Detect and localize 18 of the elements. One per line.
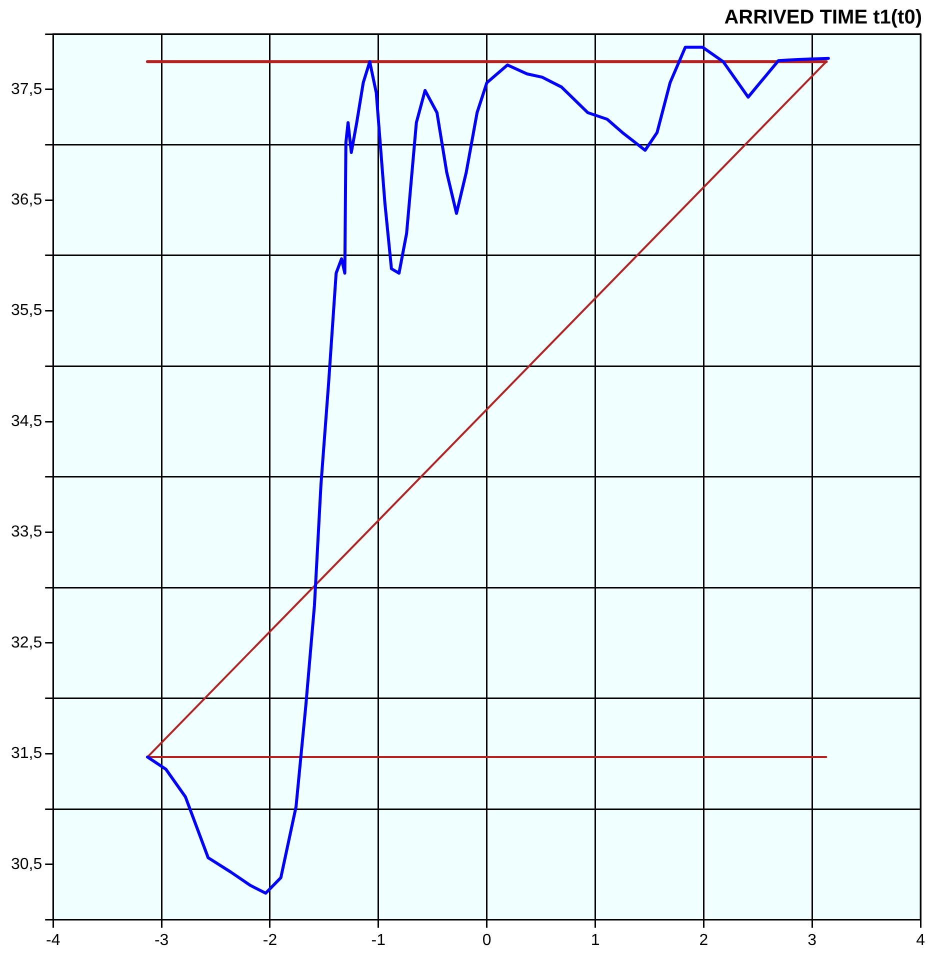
y-tick-label: 37,5	[11, 80, 42, 98]
x-tick-label: -2	[262, 932, 278, 949]
y-tick-label: 30,5	[11, 856, 42, 873]
x-tick-label: -4	[46, 932, 60, 949]
y-tick-label: 32,5	[11, 634, 42, 652]
x-tick-label: 0	[482, 932, 492, 949]
y-tick-label: 31,5	[11, 745, 42, 762]
x-tick-label: -3	[154, 932, 169, 949]
x-tick-label: -1	[371, 932, 386, 949]
chart-title: ARRIVED TIME t1(t0)	[724, 6, 922, 29]
y-tick-label: 33,5	[11, 524, 42, 541]
y-tick-label: 36,5	[11, 191, 42, 208]
x-tick-label: 1	[590, 932, 600, 949]
x-tick-label: 4	[916, 932, 926, 949]
y-tick-label: 34,5	[11, 412, 42, 430]
x-tick-label: 2	[699, 932, 708, 949]
y-tick-label: 35,5	[11, 302, 42, 320]
x-tick-label: 3	[808, 932, 817, 949]
